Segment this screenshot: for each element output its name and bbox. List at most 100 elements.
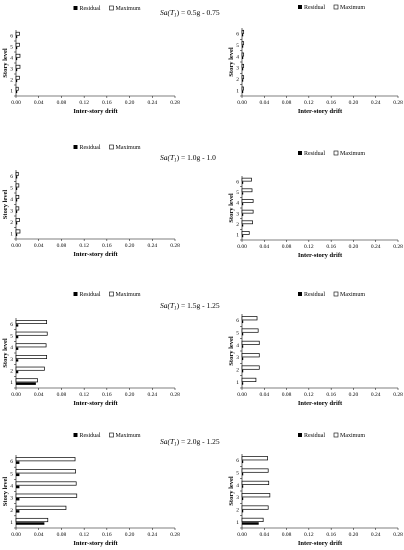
bar-residual xyxy=(16,522,45,525)
y-tick-label: 1 xyxy=(236,380,239,386)
legend-label-residual: Residual xyxy=(304,433,325,439)
y-tick-label: 1 xyxy=(10,380,13,386)
bar-maximum xyxy=(241,199,254,203)
x-tick-label: 0.28 xyxy=(393,244,403,250)
chart-caption: Sa(T1) = 1.0g - 1.0 xyxy=(160,153,216,164)
bar-maximum xyxy=(241,231,250,235)
bar-maximum xyxy=(241,468,269,473)
bar-maximum xyxy=(241,328,259,333)
x-tick-label: 0.16 xyxy=(326,532,336,538)
bar-residual xyxy=(242,485,244,488)
y-tick-label: 5 xyxy=(10,471,13,477)
bar-residual xyxy=(242,332,244,336)
x-tick-label: 0.28 xyxy=(170,243,180,249)
y-axis-title: Story level xyxy=(2,338,9,368)
bar-residual xyxy=(242,369,244,373)
x-tick-label: 0.20 xyxy=(125,392,135,398)
bar-residual xyxy=(16,222,18,225)
y-tick-label: 2 xyxy=(10,508,13,514)
bar-maximum xyxy=(15,320,48,324)
bar-maximum xyxy=(241,86,244,91)
y-tick-label: 6 xyxy=(236,458,239,464)
x-tick-label: 0.08 xyxy=(282,244,292,250)
y-tick-label: 1 xyxy=(10,520,13,526)
y-tick-label: 3 xyxy=(236,495,239,501)
bar-maximum xyxy=(241,177,252,182)
bar-maximum xyxy=(15,331,48,336)
x-axis-title: Inter-story drift xyxy=(73,400,118,407)
bar-residual xyxy=(242,357,244,361)
bar-maximum xyxy=(241,29,245,34)
bar-maximum xyxy=(15,171,19,176)
y-tick-label: 2 xyxy=(10,369,13,375)
bar-residual xyxy=(242,382,244,385)
bar-residual xyxy=(242,68,244,71)
chart-panel-6: Residual Maximum 0.00 0.04 0.08 0.12 0.16 0.20 0… xyxy=(228,291,403,407)
x-tick-label: 0.24 xyxy=(147,100,157,106)
bar-residual xyxy=(16,359,19,362)
bar-maximum xyxy=(15,481,77,486)
y-tick-label: 5 xyxy=(10,185,13,191)
x-tick-label: 0.24 xyxy=(371,532,381,538)
legend-label-maximum: Maximum xyxy=(116,145,141,151)
y-axis-title: Story level xyxy=(2,48,9,78)
bar-maximum xyxy=(15,517,49,523)
x-tick-label: 0.12 xyxy=(79,100,89,106)
y-tick-label: 6 xyxy=(10,322,13,328)
y-tick-label: 6 xyxy=(10,34,13,40)
legend-label-residual: Residual xyxy=(304,292,325,298)
chart-caption: Sa(T1) = 1.5g - 1.25 xyxy=(160,301,220,312)
x-axis-title: Inter-story drift xyxy=(298,400,343,407)
legend-swatch-residual xyxy=(298,151,302,155)
bar-residual xyxy=(242,181,244,184)
x-tick-label: 0.28 xyxy=(170,532,180,538)
bar-maximum xyxy=(241,365,260,370)
bar-residual xyxy=(242,90,244,93)
bar-residual xyxy=(16,473,20,477)
chart-panel-8: Residual Maximum 0.00 0.04 0.08 0.12 0.16 0.20 0… xyxy=(228,432,403,547)
legend: Residual Maximum xyxy=(73,432,141,439)
x-tick-label: 0.08 xyxy=(57,532,67,538)
legend-swatch-residual xyxy=(73,145,78,149)
chart-panel-2: Residual Maximum 0.00 0.04 0.08 0.12 0.16 0.20 0… xyxy=(228,4,403,115)
x-axis-title: Inter-story drift xyxy=(73,540,118,547)
chart-panel-4: Residual Maximum 0.00 0.04 0.08 0.12 0.16 0.20 0… xyxy=(228,150,403,259)
bar-maximum xyxy=(241,377,257,382)
bar-residual xyxy=(242,224,244,227)
x-tick-label: 0.16 xyxy=(102,100,112,106)
y-tick-label: 4 xyxy=(10,197,13,203)
bar-residual xyxy=(16,485,20,489)
legend-label-maximum: Maximum xyxy=(340,151,365,157)
x-tick-label: 0.28 xyxy=(393,100,403,106)
x-tick-label: 0.12 xyxy=(304,532,314,538)
chart-caption: Sa(T1) = 2.0g - 1.25 xyxy=(160,437,220,448)
y-tick-label: 5 xyxy=(236,471,239,477)
x-tick-label: 0.04 xyxy=(34,532,44,538)
x-tick-label: 0.12 xyxy=(79,392,89,398)
bar-maximum xyxy=(241,505,269,510)
bar-residual xyxy=(16,335,19,339)
bar-residual xyxy=(242,235,244,238)
bar-maximum xyxy=(241,75,245,80)
y-tick-label: 6 xyxy=(10,174,13,180)
legend-label-residual: Residual xyxy=(304,151,325,157)
bar-maximum xyxy=(15,86,19,91)
x-tick-label: 0.04 xyxy=(34,100,44,106)
legend-label-residual: Residual xyxy=(80,6,101,12)
bar-residual xyxy=(242,34,244,37)
x-tick-label: 0.24 xyxy=(147,243,157,249)
bar-maximum xyxy=(15,217,20,222)
bar-residual xyxy=(16,510,20,513)
bar-residual xyxy=(242,192,244,195)
bar-maximum xyxy=(241,52,245,57)
bar-maximum xyxy=(15,53,21,58)
y-tick-label: 5 xyxy=(10,45,13,51)
bar-maximum xyxy=(15,343,47,348)
y-tick-label: 1 xyxy=(10,231,13,237)
x-tick-label: 0.24 xyxy=(371,244,381,250)
bar-maximum xyxy=(15,355,48,359)
x-tick-label: 0.28 xyxy=(393,532,403,538)
legend-label-maximum: Maximum xyxy=(340,5,365,11)
y-tick-label: 1 xyxy=(236,520,239,526)
bar-maximum xyxy=(15,378,38,383)
